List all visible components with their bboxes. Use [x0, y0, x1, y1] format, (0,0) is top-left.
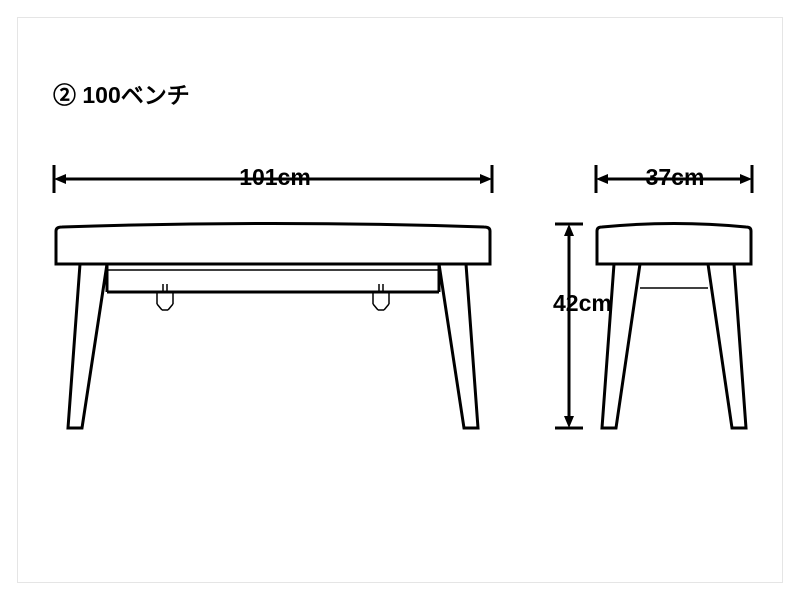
- diagram-container: ② 100ベンチ 101cm 37cm 42cm: [0, 0, 800, 600]
- drawing-svg: [0, 0, 800, 600]
